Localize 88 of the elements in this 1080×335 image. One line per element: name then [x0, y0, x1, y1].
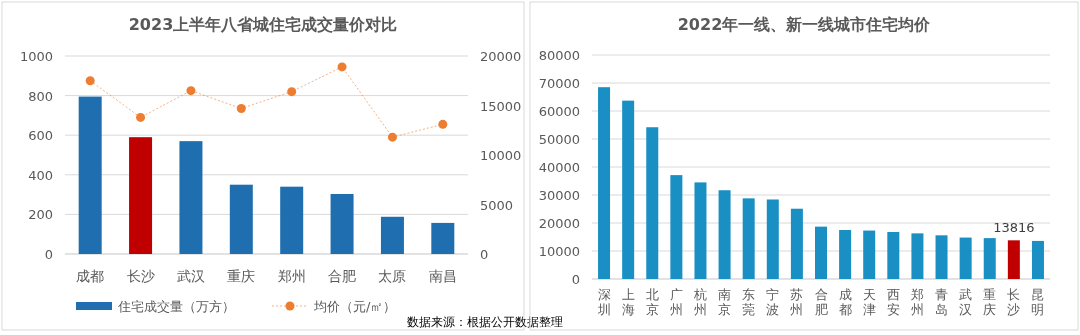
bar — [839, 230, 852, 279]
bar — [911, 233, 924, 279]
x-tick-label: 太原 — [378, 268, 407, 284]
x-tick-label: 重庆 — [983, 287, 997, 317]
x-tick-label: 成都 — [838, 287, 852, 317]
y-tick-label: 400 — [28, 167, 53, 183]
x-tick-label: 南京 — [718, 287, 732, 317]
y2-tick-label: 5000 — [480, 197, 514, 213]
point — [236, 103, 246, 113]
y-tick-label: 40000 — [538, 160, 580, 175]
x-tick-label: 合肥 — [328, 268, 357, 284]
y2-tick-label: 10000 — [480, 148, 522, 163]
point — [387, 132, 397, 142]
bar — [887, 231, 900, 279]
bar — [622, 100, 635, 279]
bar — [863, 230, 876, 279]
x-tick-label: 昆明 — [1031, 287, 1045, 317]
point — [186, 86, 196, 96]
bar — [598, 87, 611, 279]
y-tick-label: 80000 — [538, 48, 580, 63]
y-tick-label: 0 — [44, 247, 53, 262]
x-tick-label: 长沙 — [1007, 287, 1021, 317]
y-tick-label: 0 — [571, 272, 580, 287]
bar — [815, 226, 827, 279]
legend-label: 均价（元/㎡） — [313, 299, 397, 314]
bar — [742, 198, 755, 279]
point — [438, 119, 448, 129]
x-tick-label: 西安 — [886, 287, 900, 317]
bar — [694, 182, 707, 279]
bar — [431, 222, 455, 254]
x-tick-label: 郑州 — [277, 268, 306, 284]
bar — [330, 194, 354, 254]
x-tick-label: 天津 — [862, 287, 876, 317]
bar — [670, 175, 683, 279]
bar — [646, 127, 659, 279]
bar — [718, 190, 731, 279]
x-tick-label: 重庆 — [227, 268, 256, 284]
bar — [959, 237, 972, 279]
x-tick-label: 长沙 — [126, 268, 155, 284]
legend-label: 住宅成交量（万方） — [117, 299, 235, 314]
y2-tick-label: 0 — [480, 247, 489, 262]
y2-tick-label: 15000 — [480, 98, 522, 114]
x-tick-label: 南昌 — [428, 268, 457, 284]
x-tick-label: 郑州 — [910, 287, 924, 317]
bar — [1031, 240, 1044, 279]
x-tick-label: 北京 — [645, 287, 659, 317]
bar — [179, 141, 203, 254]
x-tick-label: 宁波 — [766, 287, 780, 317]
bar — [766, 199, 779, 279]
chart-title: 2022年一线、新一线城市住宅均价 — [677, 15, 932, 34]
y-tick-label: 60000 — [538, 104, 580, 119]
x-tick-label: 东莞 — [742, 287, 756, 317]
bar — [983, 238, 996, 279]
bar — [380, 216, 404, 254]
x-tick-label: 杭州 — [692, 287, 707, 317]
x-tick-label: 成都 — [76, 268, 105, 284]
bar — [935, 235, 948, 279]
y-tick-label: 20000 — [538, 216, 580, 231]
y-tick-label: 10000 — [538, 244, 580, 259]
y-tick-label: 800 — [28, 88, 53, 104]
y-tick-label: 30000 — [538, 188, 580, 203]
x-tick-label: 合肥 — [814, 287, 828, 317]
y-tick-label: 50000 — [538, 132, 580, 147]
x-tick-label: 广州 — [669, 287, 683, 317]
x-tick-label: 武汉 — [959, 287, 973, 317]
y-tick-label: 200 — [28, 207, 53, 223]
x-tick-label: 青岛 — [935, 287, 949, 317]
bar — [280, 186, 304, 254]
y-tick-label: 70000 — [538, 76, 580, 91]
x-tick-label: 深圳 — [596, 287, 611, 317]
y-tick-label: 1000 — [19, 49, 53, 64]
x-tick-label: 苏州 — [790, 287, 804, 317]
bar — [790, 208, 803, 279]
point — [287, 87, 297, 97]
bar — [229, 184, 253, 254]
source-note: 数据来源：根据公开数据整理 — [407, 315, 563, 329]
bar — [78, 96, 102, 254]
chart-title: 2023上半年八省城住宅成交量价对比 — [128, 15, 398, 34]
y-tick-label: 600 — [28, 128, 53, 144]
x-tick-label: 上海 — [621, 287, 635, 317]
x-tick-label: 武汉 — [176, 268, 205, 284]
data-label: 13816 — [993, 220, 1035, 236]
bar — [129, 137, 153, 254]
point — [85, 76, 95, 86]
y2-tick-label: 20000 — [480, 49, 522, 64]
bar — [1007, 240, 1020, 279]
point — [337, 62, 347, 72]
point — [136, 112, 146, 122]
